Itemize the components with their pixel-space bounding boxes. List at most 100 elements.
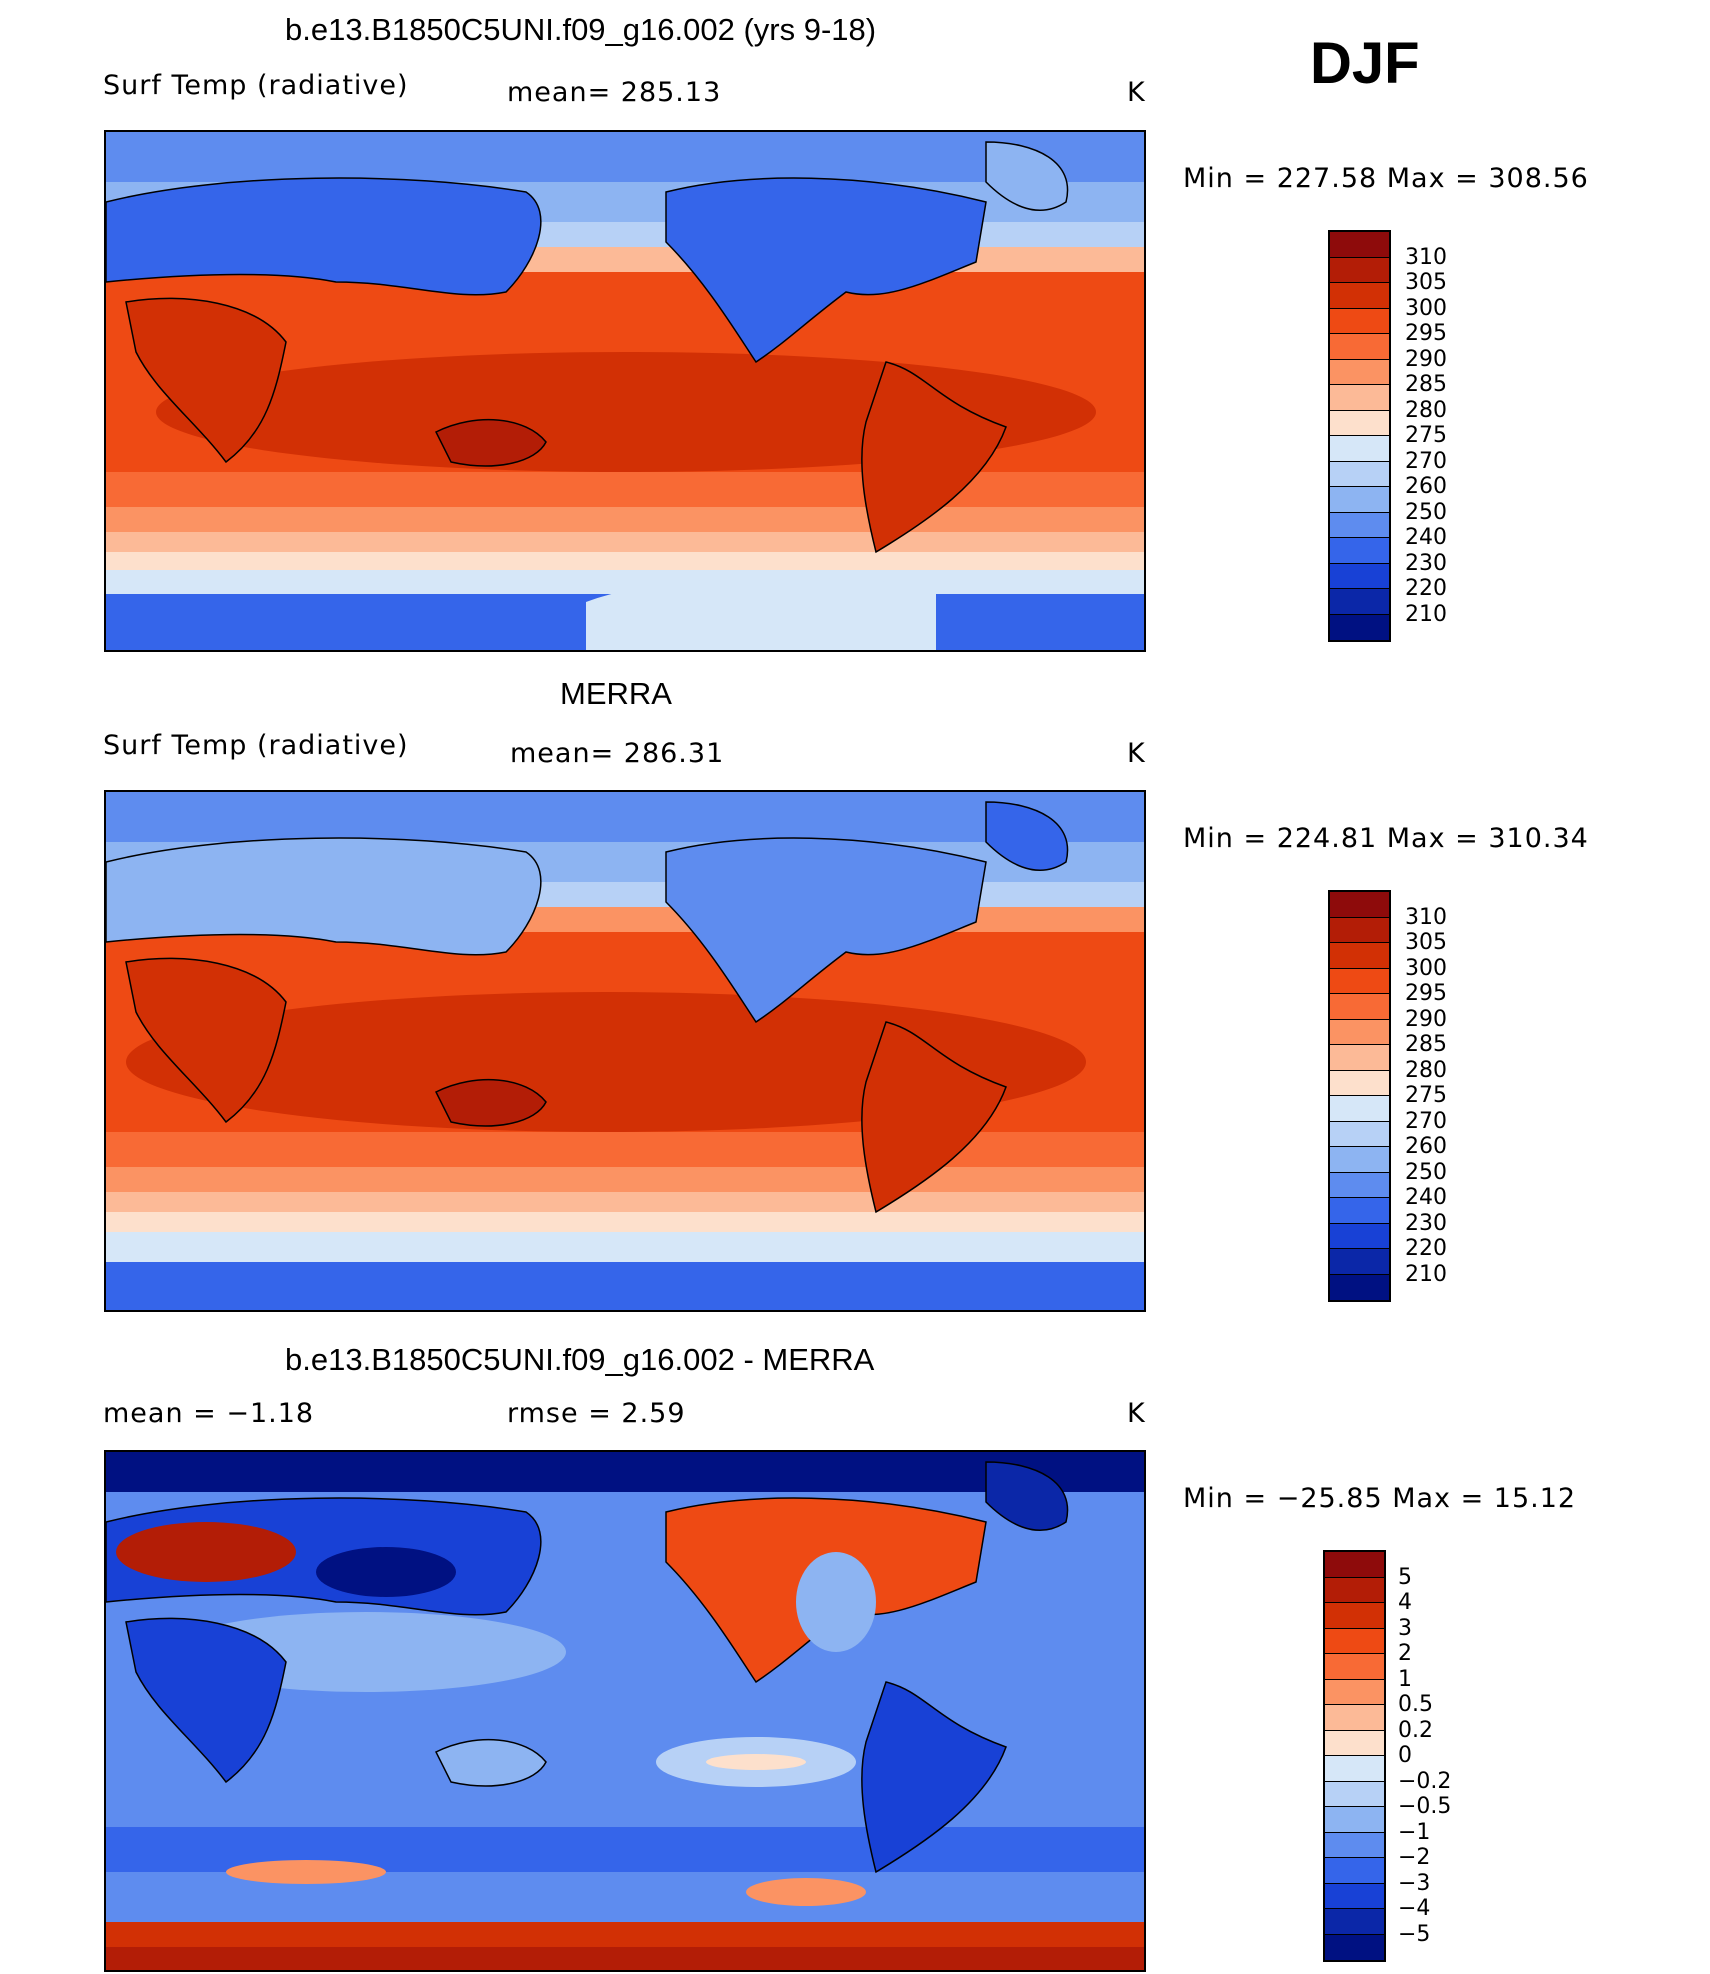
colorbar-swatch [1330, 487, 1389, 513]
colorbar-swatch [1325, 1705, 1384, 1731]
panel-1-variable-label: Surf Temp (radiative) [103, 70, 409, 101]
colorbar-swatch [1330, 359, 1389, 385]
colorbar-swatch [1330, 1070, 1389, 1096]
colorbar-swatch [1325, 1858, 1384, 1884]
colorbar-tick-label: 210 [1405, 1261, 1447, 1287]
panel-3-mean-label: mean = −1.18 [103, 1398, 315, 1429]
colorbar-swatch [1325, 1654, 1384, 1680]
colorbar-tick-label: 295 [1405, 981, 1447, 1006]
colorbar-tick-label: 290 [1405, 1006, 1447, 1032]
panel-3-title: b.e13.B1850C5UNI.f09_g16.002 - MERRA [285, 1342, 875, 1377]
colorbar-tick-label: 250 [1405, 1159, 1447, 1185]
colorbar-tick-label: −3 [1398, 1870, 1431, 1896]
colorbar-swatch [1330, 1198, 1389, 1224]
panel-3-difference-map [104, 1450, 1146, 1972]
colorbar-tick-label: 270 [1405, 448, 1447, 474]
colorbar-tick-label: 2 [1398, 1641, 1412, 1666]
colorbar-tick-label: 0.2 [1398, 1717, 1433, 1743]
colorbar-swatch [1330, 994, 1389, 1020]
colorbar-swatch [1325, 1756, 1384, 1782]
colorbar-tick-label: 300 [1405, 955, 1447, 981]
panel-2-merra-temperature-map [104, 790, 1146, 1312]
colorbar-tick-label: 240 [1405, 525, 1447, 550]
colorbar-swatch [1325, 1730, 1384, 1756]
colorbar-tick-label: 1 [1398, 1666, 1412, 1692]
colorbar-tick-label: 260 [1405, 1134, 1447, 1159]
colorbar-tick-label: 220 [1405, 576, 1447, 601]
colorbar-swatch [1330, 968, 1389, 994]
colorbar-swatch [1325, 1577, 1384, 1603]
colorbar-swatch [1330, 410, 1389, 436]
colorbar-tick-label: 310 [1405, 904, 1447, 930]
colorbar-tick-label: −4 [1398, 1896, 1431, 1921]
colorbar-swatch [1325, 1679, 1384, 1705]
colorbar-tick-label: 290 [1405, 346, 1447, 372]
colorbar-tick-label: 300 [1405, 295, 1447, 321]
colorbar-swatch [1325, 1934, 1384, 1960]
colorbar-tick-label: 280 [1405, 1057, 1447, 1083]
colorbar-swatch [1330, 943, 1389, 969]
colorbar-tick-label: 3 [1398, 1615, 1412, 1641]
colorbar-tick-label: −0.5 [1398, 1794, 1452, 1819]
colorbar-swatch [1330, 917, 1389, 943]
colorbar-swatch [1330, 614, 1389, 640]
colorbar-tick-label: −0.2 [1398, 1768, 1452, 1794]
colorbar-tick-label: 285 [1405, 372, 1447, 397]
colorbar-tick-label: 295 [1405, 321, 1447, 346]
panel-2-colorbar [1328, 890, 1391, 1302]
colorbar-tick-label: 250 [1405, 499, 1447, 525]
colorbar-swatch [1330, 308, 1389, 334]
panel-1-units-label: K [1127, 77, 1146, 108]
colorbar-tick-label: 5 [1398, 1564, 1412, 1590]
colorbar-tick-label: 240 [1405, 1185, 1447, 1210]
colorbar-swatch [1330, 1249, 1389, 1275]
season-label: DJF [1310, 31, 1420, 96]
colorbar-tick-label: 260 [1405, 474, 1447, 499]
colorbar-swatch [1330, 232, 1389, 258]
colorbar-swatch [1330, 1274, 1389, 1300]
colorbar-tick-label: 280 [1405, 397, 1447, 423]
panel-2-variable-label: Surf Temp (radiative) [103, 730, 409, 761]
colorbar-swatch [1325, 1909, 1384, 1935]
colorbar-tick-label: 270 [1405, 1108, 1447, 1134]
panel-2-mean-label: mean= 286.31 [510, 738, 725, 769]
colorbar-swatch [1330, 1096, 1389, 1122]
colorbar-swatch [1325, 1628, 1384, 1654]
panel-1-title: b.e13.B1850C5UNI.f09_g16.002 (yrs 9-18) [285, 12, 877, 47]
panel-3-rmse-label: rmse = 2.59 [507, 1398, 686, 1429]
panel-1-model-temperature-map [104, 130, 1146, 652]
colorbar-tick-label: 275 [1405, 423, 1447, 448]
colorbar-tick-label: 305 [1405, 930, 1447, 955]
colorbar-tick-label: 4 [1398, 1590, 1412, 1615]
colorbar-swatch [1330, 1172, 1389, 1198]
colorbar-swatch [1325, 1832, 1384, 1858]
colorbar-swatch [1330, 538, 1389, 564]
colorbar-swatch [1330, 385, 1389, 411]
colorbar-swatch [1330, 436, 1389, 462]
colorbar-tick-label: 220 [1405, 1236, 1447, 1261]
colorbar-tick-label: −2 [1398, 1845, 1431, 1870]
colorbar-tick-label: −1 [1398, 1819, 1431, 1845]
colorbar-swatch [1330, 1223, 1389, 1249]
colorbar-swatch [1325, 1552, 1384, 1578]
colorbar-swatch [1325, 1807, 1384, 1833]
colorbar-swatch [1330, 461, 1389, 487]
colorbar-swatch [1330, 512, 1389, 538]
colorbar-swatch [1325, 1883, 1384, 1909]
colorbar-tick-label: 210 [1405, 601, 1447, 627]
panel-2-minmax-label: Min = 224.81 Max = 310.34 [1183, 823, 1589, 854]
colorbar-tick-label: 285 [1405, 1032, 1447, 1057]
panel-1-colorbar [1328, 230, 1391, 642]
colorbar-swatch [1330, 257, 1389, 283]
colorbar-tick-label: 230 [1405, 1210, 1447, 1236]
colorbar-swatch [1330, 1045, 1389, 1071]
colorbar-swatch [1330, 334, 1389, 360]
colorbar-tick-label: 0 [1398, 1743, 1412, 1768]
colorbar-tick-label: 310 [1405, 244, 1447, 270]
colorbar-swatch [1330, 283, 1389, 309]
colorbar-tick-label: 230 [1405, 550, 1447, 576]
panel-1-mean-label: mean= 285.13 [507, 77, 722, 108]
colorbar-tick-label: −5 [1398, 1921, 1431, 1947]
colorbar-tick-label: 0.5 [1398, 1692, 1433, 1717]
colorbar-swatch [1330, 589, 1389, 615]
